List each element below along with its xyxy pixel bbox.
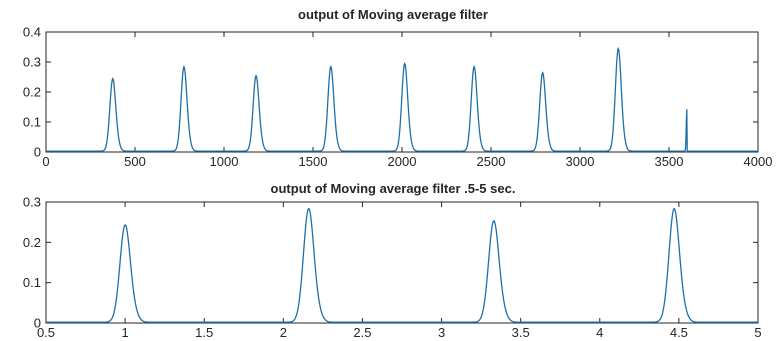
y-tick-label: 0.3 <box>23 195 41 210</box>
x-tick-label: 3000 <box>566 154 595 169</box>
y-tick-label: 0.4 <box>23 25 41 40</box>
x-tick-label: 0.5 <box>37 325 55 340</box>
x-tick-label: 3.5 <box>512 325 530 340</box>
y-tick-label: 0.2 <box>23 235 41 250</box>
x-tick-label: 0 <box>42 154 49 169</box>
tick-group: 0 500 1000 1500 2000 2500 3000 3500 4000 0 0.1 0.2 0… <box>23 25 773 170</box>
x-tick-label: 3500 <box>655 154 684 169</box>
x-tick-label: 2000 <box>388 154 417 169</box>
x-tick-label: 1.5 <box>195 325 213 340</box>
x-tick-label: 1000 <box>210 154 239 169</box>
x-tick-label: 2500 <box>477 154 506 169</box>
moving-average-plot: output of Moving average filter 0 500 1000… <box>23 7 773 169</box>
x-tick-label: 4000 <box>744 154 773 169</box>
x-tick-label: 4.5 <box>670 325 688 340</box>
y-tick-label: 0 <box>34 316 41 331</box>
filtered-signal-line <box>46 207 758 323</box>
moving-average-window-plot: output of Moving average filter .5-5 sec… <box>23 181 762 340</box>
x-tick-label: 4 <box>596 325 603 340</box>
x-tick-label: 2.5 <box>353 325 371 340</box>
plot-title: output of Moving average filter .5-5 sec… <box>271 181 516 196</box>
filtered-signal-line <box>46 46 758 152</box>
plot-title: output of Moving average filter <box>298 7 488 22</box>
x-tick-label: 500 <box>124 154 146 169</box>
x-tick-label: 3 <box>438 325 445 340</box>
y-tick-label: 0.1 <box>23 275 41 290</box>
x-tick-label: 1 <box>121 325 128 340</box>
y-tick-label: 0.3 <box>23 55 41 70</box>
y-tick-label: 0.1 <box>23 115 41 130</box>
y-tick-label: 0 <box>34 145 41 160</box>
x-tick-label: 1500 <box>299 154 328 169</box>
y-tick-label: 0.2 <box>23 85 41 100</box>
x-tick-label: 2 <box>280 325 287 340</box>
axes-box <box>45 201 759 324</box>
x-tick-label: 5 <box>754 325 761 340</box>
